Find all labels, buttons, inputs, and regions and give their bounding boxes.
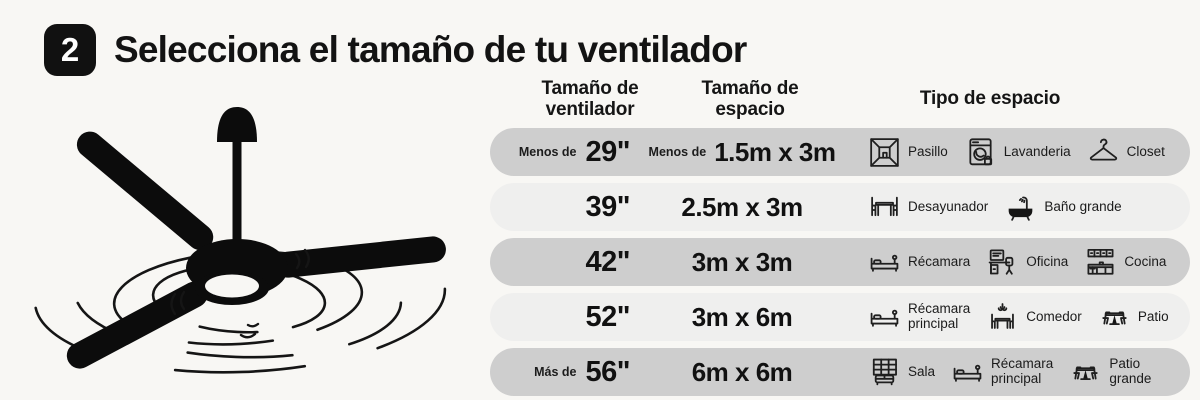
space-type-item: Oficina — [986, 246, 1068, 279]
title-bar: 2 Selecciona el tamaño de tu ventilador — [44, 24, 747, 76]
kitchen-icon — [1087, 248, 1114, 275]
space-size-cell: Menos de 1.5m x 3m — [630, 137, 854, 168]
fan-size-qualifier: Más de — [534, 365, 577, 379]
step-number-badge: 2 — [44, 24, 96, 76]
ceiling-fan-illustration — [12, 98, 472, 398]
washing-machine-icon — [969, 137, 992, 165]
space-size-qualifier: Menos de — [648, 145, 707, 159]
space-size-value: 2.5m x 3m — [681, 191, 803, 222]
breakfast-table-icon — [871, 196, 898, 216]
size-row-29: Menos de 29" Menos de 1.5m x 3m Pasillo Lavan… — [490, 128, 1190, 176]
dining-chandelier-icon — [991, 302, 1015, 329]
space-type-label: Oficina — [1026, 253, 1069, 269]
page-title: Selecciona el tamaño de tu ventilador — [114, 29, 747, 70]
space-types-cell: Récamara Oficina Cocina — [854, 246, 1180, 279]
space-types-cell: Sala Récamara principal Patio grande — [854, 356, 1180, 389]
fan-size-cell: 42" — [504, 246, 630, 279]
space-type-item: Sala — [868, 356, 935, 389]
space-type-label: Patio grande — [1109, 356, 1152, 386]
space-type-label: Closet — [1126, 143, 1165, 159]
bathtub-icon — [1008, 196, 1033, 221]
space-type-item: Baño grande — [1004, 191, 1122, 224]
fan-size-value: 52" — [585, 300, 630, 333]
space-size-value: 6m x 6m — [691, 356, 793, 387]
fan-size-value: 56" — [585, 355, 630, 388]
space-type-item: Desayunador — [868, 191, 988, 224]
space-size-cell: 6m x 6m — [630, 357, 854, 388]
size-row-56: Más de 56" 6m x 6m Sala Récamara principal Pa… — [490, 348, 1190, 396]
space-type-label: Comedor — [1026, 308, 1082, 324]
ceiling-fan-icon — [33, 107, 447, 374]
space-type-label: Récamara — [908, 253, 971, 269]
size-row-39: 39" 2.5m x 3m Desayunador Baño grande — [490, 183, 1190, 231]
space-types-cell: Récamara principal Comedor Patio — [854, 301, 1180, 334]
space-types-cell: Pasillo Lavanderia Closet — [854, 136, 1180, 169]
space-size-cell: 3m x 6m — [630, 302, 854, 333]
fan-size-cell: 39" — [504, 191, 630, 224]
space-type-item: Comedor — [986, 301, 1082, 334]
space-size-value: 3m x 6m — [691, 301, 793, 332]
column-header-fan-size: Tamaño de ventilador — [541, 78, 639, 120]
space-type-label: Desayunador — [908, 198, 989, 214]
fan-size-qualifier: Menos de — [518, 145, 577, 159]
hallway-icon — [870, 137, 899, 167]
space-type-label: Sala — [908, 363, 936, 379]
space-type-label: Baño grande — [1044, 198, 1122, 214]
fan-size-cell: 52" — [504, 301, 630, 334]
space-type-item: Récamara — [868, 246, 970, 279]
office-desk-icon — [988, 249, 1014, 275]
size-row-42: 42" 3m x 3m Récamara Oficina Cocina — [490, 238, 1190, 286]
bed-icon — [870, 254, 899, 272]
patio-table-icon — [1102, 311, 1127, 325]
space-type-item: Pasillo — [868, 136, 948, 169]
space-size-value: 3m x 3m — [691, 246, 793, 277]
space-type-label: Cocina — [1124, 253, 1167, 269]
column-header-space-size: Tamaño de espacio — [701, 78, 799, 120]
fan-size-value: 29" — [585, 135, 630, 168]
hanger-icon — [1089, 138, 1117, 161]
space-type-item: Lavanderia — [964, 136, 1071, 169]
space-type-label: Récamara principal — [908, 301, 971, 331]
space-type-item: Cocina — [1084, 246, 1166, 279]
space-type-label: Récamara principal — [991, 356, 1054, 386]
space-type-item: Récamara principal — [868, 301, 970, 334]
bed-lamp-icon — [870, 309, 899, 327]
size-row-52: 52" 3m x 6m Récamara principal Comedor Patio — [490, 293, 1190, 341]
space-type-item: Récamara principal — [951, 356, 1053, 389]
living-room-icon — [872, 358, 897, 385]
bed-lamp-icon — [953, 364, 982, 382]
space-size-cell: 2.5m x 3m — [630, 192, 854, 223]
patio-table-icon — [1073, 366, 1098, 380]
space-type-item: Patio — [1098, 301, 1169, 334]
space-types-cell: Desayunador Baño grande — [854, 191, 1180, 224]
fan-size-cell: Menos de 29" — [504, 135, 631, 169]
fan-size-value: 39" — [585, 190, 630, 223]
space-size-cell: 3m x 3m — [630, 247, 854, 278]
column-header-space-type: Tipo de espacio — [919, 88, 1061, 109]
fan-size-value: 42" — [585, 245, 630, 278]
space-type-label: Patio — [1137, 308, 1169, 324]
space-type-item: Closet — [1087, 136, 1165, 169]
space-size-value: 1.5m x 3m — [714, 136, 836, 167]
size-table-rows: Menos de 29" Menos de 1.5m x 3m Pasillo Lavan… — [490, 128, 1190, 396]
space-type-label: Lavanderia — [1003, 143, 1071, 159]
fan-size-cell: Más de 56" — [504, 356, 630, 389]
space-type-label: Pasillo — [908, 143, 948, 159]
space-type-item: Patio grande — [1069, 356, 1151, 389]
